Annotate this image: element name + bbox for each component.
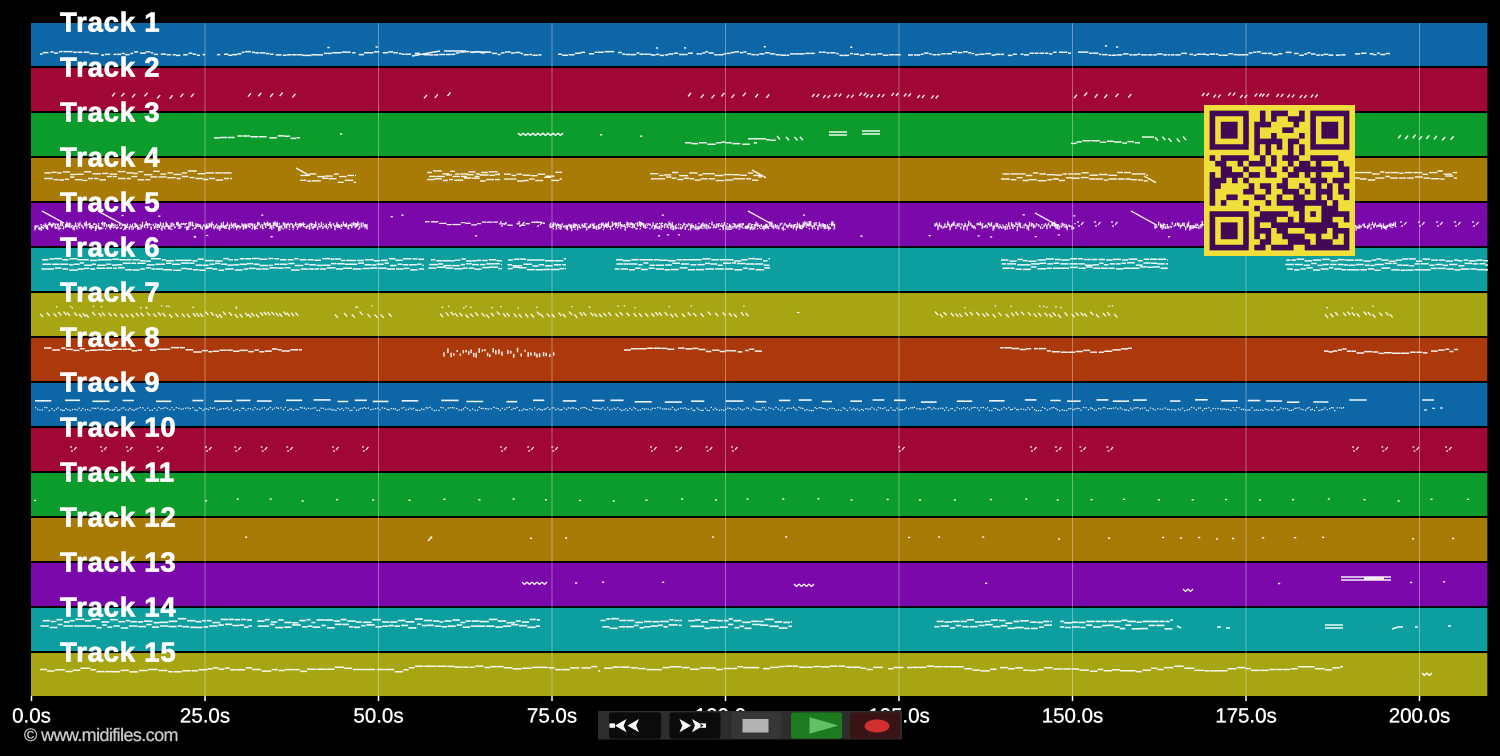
svg-text:Track 11: Track 11 [60,457,175,488]
svg-text:75.0s: 75.0s [527,705,577,728]
svg-text:Track 6: Track 6 [60,232,160,263]
svg-text:50.0s: 50.0s [353,705,403,728]
svg-text:Track 3: Track 3 [60,97,160,128]
svg-text:Track 12: Track 12 [60,502,177,533]
svg-text:Track 14: Track 14 [60,592,177,623]
svg-text:© www.midifiles.com: © www.midifiles.com [24,725,178,745]
svg-text:200.0s: 200.0s [1389,705,1451,728]
svg-text:Track 7: Track 7 [60,277,160,308]
svg-text:Track 2: Track 2 [60,52,160,83]
svg-text:0.0s: 0.0s [12,705,51,728]
svg-text:Track 8: Track 8 [60,322,160,353]
svg-text:Track 4: Track 4 [60,142,160,173]
svg-text:175.0s: 175.0s [1215,705,1277,728]
svg-text:Track 5: Track 5 [60,187,160,218]
svg-text:Track 9: Track 9 [60,367,160,398]
svg-text:Track 10: Track 10 [60,412,177,443]
svg-text:Track 13: Track 13 [60,547,177,578]
svg-text:Track 15: Track 15 [60,637,177,668]
svg-text:25.0s: 25.0s [180,705,230,728]
svg-text:Track 1: Track 1 [60,7,160,38]
svg-text:150.0s: 150.0s [1042,705,1104,728]
